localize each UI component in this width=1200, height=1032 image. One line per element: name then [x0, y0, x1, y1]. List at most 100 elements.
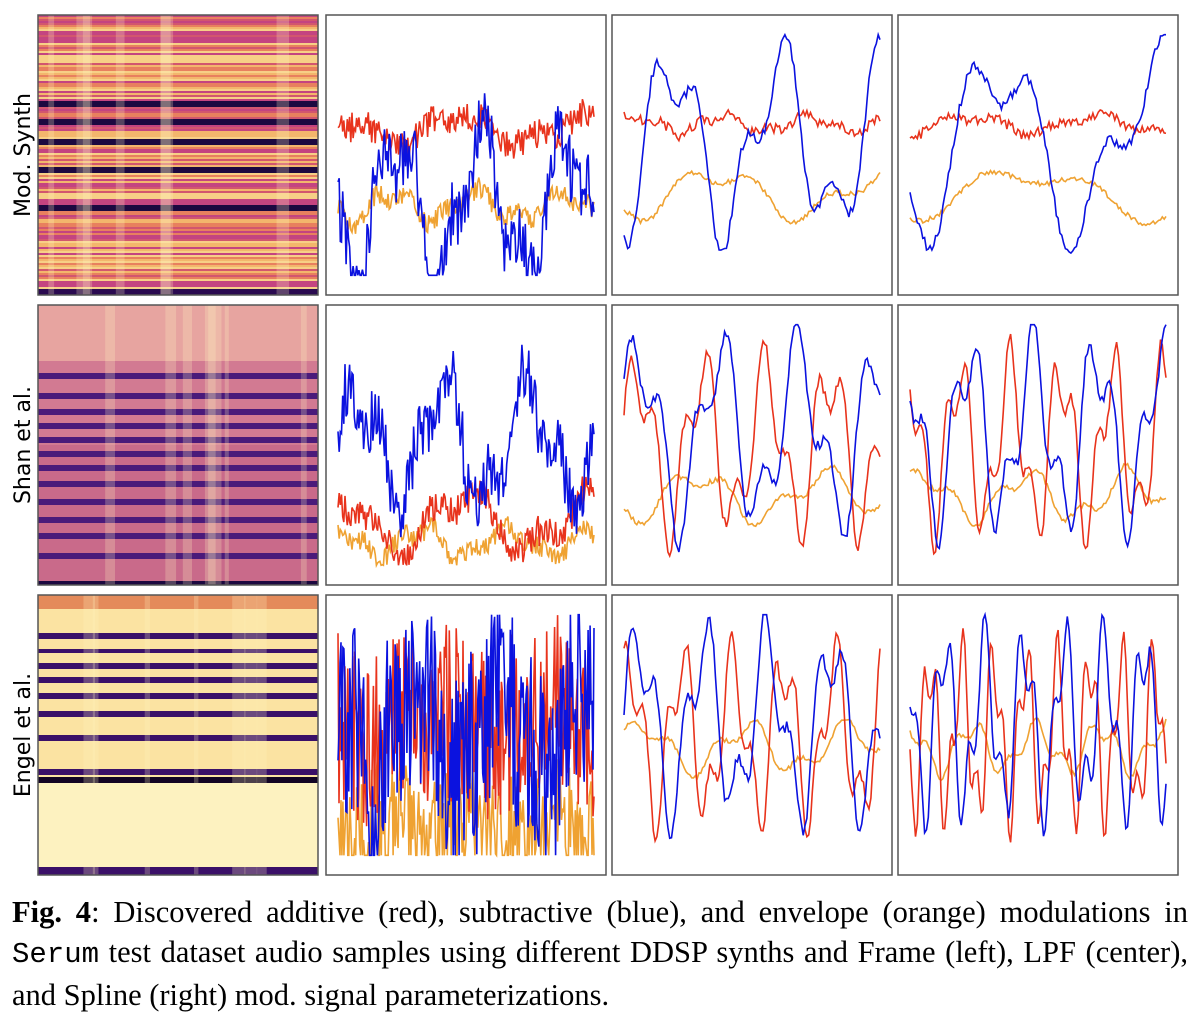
- spectrogram-band: [38, 723, 318, 725]
- spectrogram-band: [38, 851, 318, 853]
- spectrogram-stripe: [165, 305, 177, 585]
- spectrogram-band: [38, 181, 318, 183]
- spectrogram-band: [38, 609, 318, 611]
- modulation-curve: [623, 169, 881, 226]
- caption-code: Serum: [12, 938, 100, 971]
- spectrogram-band: [38, 647, 318, 649]
- spectrogram-band: [38, 355, 318, 357]
- spectrogram-band: [38, 651, 318, 653]
- spectrogram-band: [38, 253, 318, 255]
- spectrogram-band: [38, 691, 318, 693]
- spectrogram-band: [38, 811, 318, 813]
- spectrogram-band: [38, 675, 318, 677]
- spectrogram-band: [38, 495, 318, 497]
- spectrogram-band: [38, 653, 318, 655]
- spectrogram-band: [38, 793, 318, 795]
- spectrogram-band: [38, 659, 318, 661]
- spectrogram-band: [38, 19, 318, 21]
- spectrogram-band: [38, 809, 318, 811]
- spectrogram-band: [38, 633, 318, 635]
- spectrogram-band: [38, 395, 318, 397]
- spectrogram-band: [38, 427, 318, 429]
- spectrogram-band: [38, 461, 318, 463]
- spectrogram-band: [38, 409, 318, 411]
- row-label: Engel et al.: [11, 673, 36, 797]
- spectrogram-band: [38, 119, 318, 121]
- spectrogram-band: [38, 519, 318, 521]
- spectrogram-band: [38, 225, 318, 227]
- spectrogram-band: [38, 775, 318, 777]
- modulation-curve: [909, 611, 1167, 837]
- spectrogram-band: [38, 731, 318, 733]
- spectrogram-band: [38, 657, 318, 659]
- spectrogram-band: [38, 393, 318, 395]
- spectrogram-band: [38, 527, 318, 529]
- spectrogram-band: [38, 473, 318, 475]
- spectrogram-band: [38, 521, 318, 523]
- spectrogram-band: [38, 209, 318, 211]
- spectrogram-band: [38, 637, 318, 639]
- spectrogram-band: [38, 445, 318, 447]
- spectrogram-band: [38, 717, 318, 719]
- spectrogram-band: [38, 541, 318, 543]
- spectrogram-band: [38, 615, 318, 617]
- spectrogram-band: [38, 17, 318, 19]
- spectrogram-band: [38, 341, 318, 343]
- spectrogram-band: [38, 373, 318, 375]
- spectrogram-band: [38, 459, 318, 461]
- spectrogram-band: [38, 557, 318, 559]
- spectrogram-band: [38, 649, 318, 651]
- spectrogram-band: [38, 819, 318, 821]
- spectrogram-band: [38, 867, 318, 869]
- spectrogram-band: [38, 167, 318, 169]
- spectrogram-band: [38, 567, 318, 569]
- spectrogram-band: [38, 805, 318, 807]
- spectrogram-band: [38, 543, 318, 545]
- spectrogram-band: [38, 357, 318, 359]
- spectrogram-band: [38, 779, 318, 781]
- spectrogram-band: [38, 411, 318, 413]
- spectrogram-band: [38, 715, 318, 717]
- spectrogram-band: [38, 671, 318, 673]
- spectrogram-band: [38, 87, 318, 89]
- spectrogram-band: [38, 103, 318, 105]
- spectrogram-band: [38, 683, 318, 685]
- spectrogram-band: [38, 183, 318, 185]
- spectrogram-band: [38, 861, 318, 863]
- spectrogram-band: [38, 95, 318, 97]
- spectrogram-band: [38, 389, 318, 391]
- spectrogram-band: [38, 487, 318, 489]
- spectrogram-band: [38, 417, 318, 419]
- spectrogram-band: [38, 631, 318, 633]
- spectrogram-band: [38, 655, 318, 657]
- spectrogram-band: [38, 743, 318, 745]
- spectrogram-band: [38, 467, 318, 469]
- spectrogram-band: [38, 361, 318, 363]
- spectrogram-stripe: [105, 305, 116, 585]
- spectrogram-band: [38, 447, 318, 449]
- spectrogram-band: [38, 759, 318, 761]
- spectrogram-band: [38, 351, 318, 353]
- spectrogram-band: [38, 203, 318, 205]
- spectrogram-band: [38, 59, 318, 61]
- spectrogram-band: [38, 255, 318, 257]
- spectrogram-band: [38, 681, 318, 683]
- spectrogram-band: [38, 125, 318, 127]
- spectrogram-stripe: [82, 15, 93, 295]
- spectrogram-band: [38, 475, 318, 477]
- spectrogram-band: [38, 127, 318, 129]
- spectrogram-band: [38, 83, 318, 85]
- spectrogram-band: [38, 727, 318, 729]
- spectrogram-band: [38, 611, 318, 613]
- spectrogram-band: [38, 283, 318, 285]
- spectrogram-band: [38, 403, 318, 405]
- spectrogram-band: [38, 315, 318, 317]
- spectrogram-band: [38, 419, 318, 421]
- spectrogram-band: [38, 807, 318, 809]
- spectrogram-band: [38, 43, 318, 45]
- spectrogram-band: [38, 537, 318, 539]
- spectrogram-band: [38, 429, 318, 431]
- spectrogram-band: [38, 761, 318, 763]
- spectrogram-band: [38, 735, 318, 737]
